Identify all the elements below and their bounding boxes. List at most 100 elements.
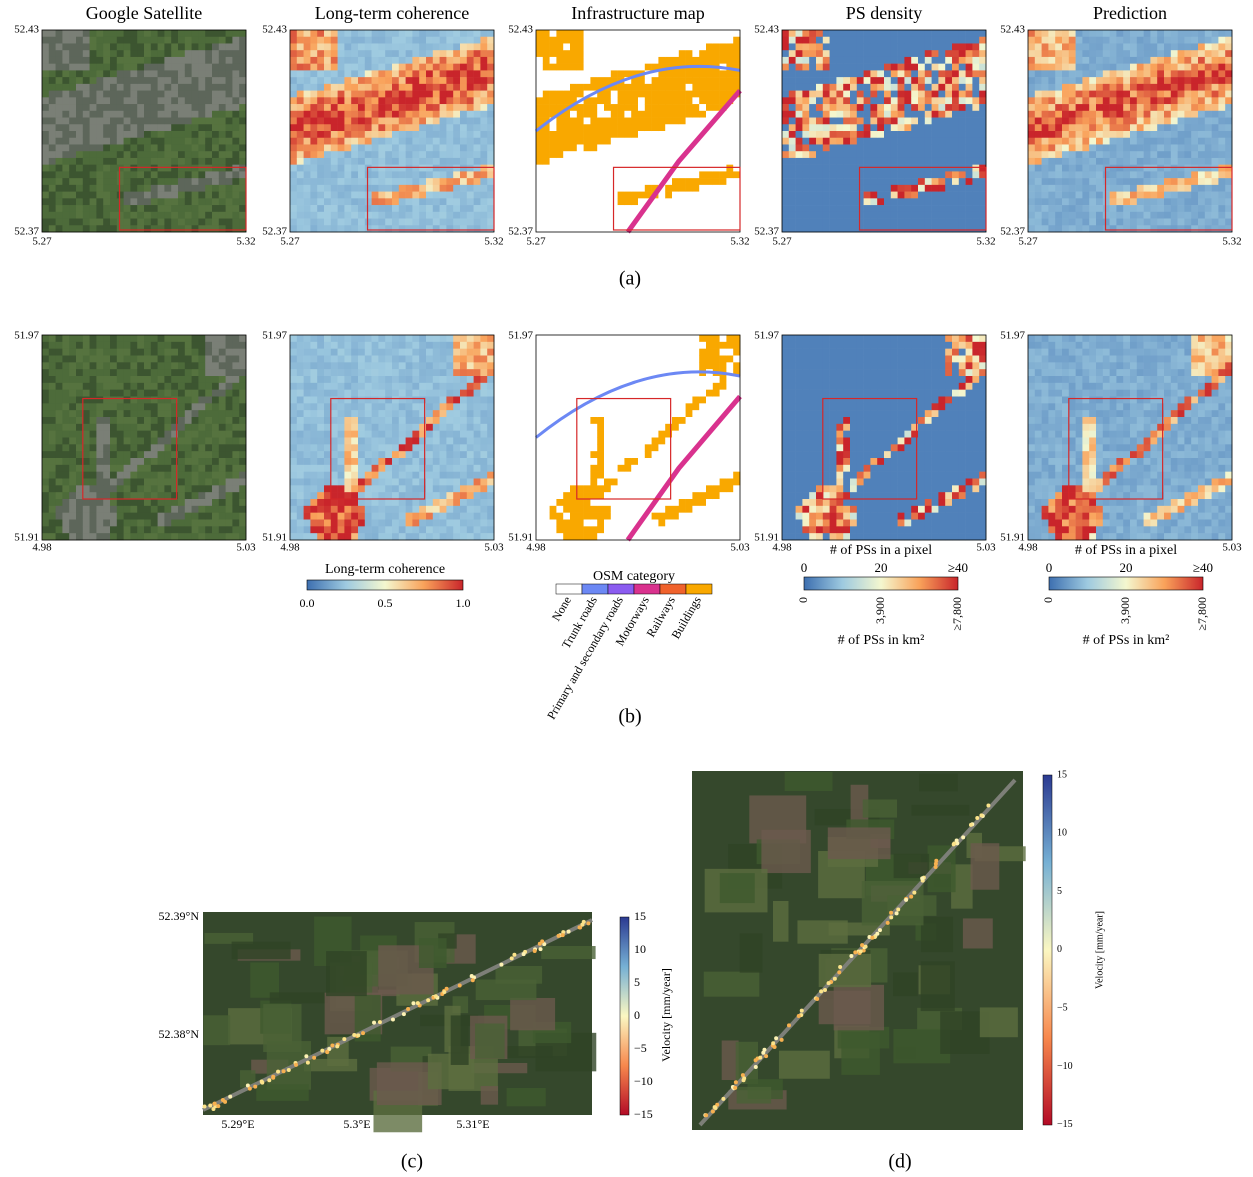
- map-cell: [1198, 70, 1206, 78]
- map-cell: [412, 43, 420, 51]
- map-cell: [733, 43, 741, 51]
- map-cell: [439, 184, 447, 192]
- map-cell: [712, 131, 720, 139]
- map-cell: [412, 131, 420, 139]
- map-cell: [324, 171, 332, 179]
- map-cell: [466, 124, 474, 132]
- map-cell: [116, 464, 124, 472]
- map-cell: [850, 77, 858, 85]
- map-cell: [536, 225, 544, 233]
- map-cell: [1089, 50, 1097, 58]
- map-cell: [96, 171, 104, 179]
- map-cell: [829, 198, 837, 206]
- y-tick-label: 52.43: [508, 24, 533, 36]
- map-cell: [1204, 137, 1212, 145]
- map-cell: [958, 191, 966, 199]
- map-cell: [576, 56, 584, 64]
- map-cell: [877, 83, 885, 91]
- map-cell: [290, 144, 298, 152]
- map-cell: [426, 178, 434, 186]
- map-cell: [116, 164, 124, 172]
- map-cell: [460, 144, 468, 152]
- map-cell: [466, 157, 474, 165]
- map-cell: [856, 36, 864, 44]
- map-cell: [103, 396, 111, 404]
- map-cell: [110, 124, 118, 132]
- map-cell: [453, 63, 461, 71]
- map-cell: [863, 97, 871, 105]
- map-cell: [232, 104, 240, 112]
- map-cell: [1150, 43, 1158, 51]
- map-cell: [624, 184, 632, 192]
- zoom-box: [858, 166, 987, 231]
- map-cell: [884, 83, 892, 91]
- map-cell: [1068, 205, 1076, 213]
- map-cell: [870, 164, 878, 172]
- map-cell: [938, 184, 946, 192]
- map-cell: [590, 171, 598, 179]
- map-cell: [965, 50, 973, 58]
- map-cell: [178, 56, 186, 64]
- map-cell: [863, 171, 871, 179]
- map-cell: [536, 117, 544, 125]
- map-cell: [184, 198, 192, 206]
- map-cell: [123, 355, 131, 363]
- map-cell: [1177, 131, 1185, 139]
- map-cell: [1116, 218, 1124, 226]
- map-cell: [1068, 178, 1076, 186]
- map-cell: [1184, 157, 1192, 165]
- map-cell: [644, 171, 652, 179]
- map-cell: [795, 218, 803, 226]
- map-cell: [918, 110, 926, 118]
- map-cell: [426, 36, 434, 44]
- map-cell: [536, 70, 544, 78]
- map-cell: [570, 43, 578, 51]
- map-cell: [76, 437, 84, 445]
- map-cell: [144, 205, 152, 213]
- map-cell: [597, 137, 605, 145]
- map-cell: [1198, 56, 1206, 64]
- map-cell: [644, 218, 652, 226]
- map-cell: [82, 131, 90, 139]
- map-cell: [164, 36, 172, 44]
- map-cell: [583, 90, 591, 98]
- map-cell: [856, 151, 864, 159]
- map-cell: [89, 355, 97, 363]
- map-cell: [1184, 90, 1192, 98]
- map-cell: [337, 225, 345, 233]
- map-cell: [965, 144, 973, 152]
- map-cell: [290, 164, 298, 172]
- map-cell: [191, 90, 199, 98]
- map-cell: [144, 218, 152, 226]
- map-cell: [1089, 77, 1097, 85]
- map-cell: [426, 30, 434, 38]
- map-cell: [460, 43, 468, 51]
- map-cell: [1177, 30, 1185, 38]
- map-cell: [405, 77, 413, 85]
- map-cell: [843, 151, 851, 159]
- map-frame: [289, 29, 495, 233]
- map-cell: [897, 77, 905, 85]
- map-cell: [191, 205, 199, 213]
- map-cell: [412, 171, 420, 179]
- map-cell: [795, 36, 803, 44]
- map-cell: [1089, 70, 1097, 78]
- map-cell: [1177, 151, 1185, 159]
- map-cell: [446, 43, 454, 51]
- map-cell: [1170, 184, 1178, 192]
- map-cell: [69, 403, 77, 411]
- map-cell: [116, 178, 124, 186]
- map-cell: [610, 164, 618, 172]
- map-cell: [1130, 104, 1138, 112]
- map-cell: [82, 63, 90, 71]
- map-cell: [563, 124, 571, 132]
- map-cell: [1048, 90, 1056, 98]
- map-cell: [453, 164, 461, 172]
- map-cell: [392, 198, 400, 206]
- map-cell: [1068, 171, 1076, 179]
- map-cell: [1082, 110, 1090, 118]
- map-cell: [76, 376, 84, 384]
- map-cell: [672, 205, 680, 213]
- map-cell: [1068, 77, 1076, 85]
- map-cell: [205, 104, 213, 112]
